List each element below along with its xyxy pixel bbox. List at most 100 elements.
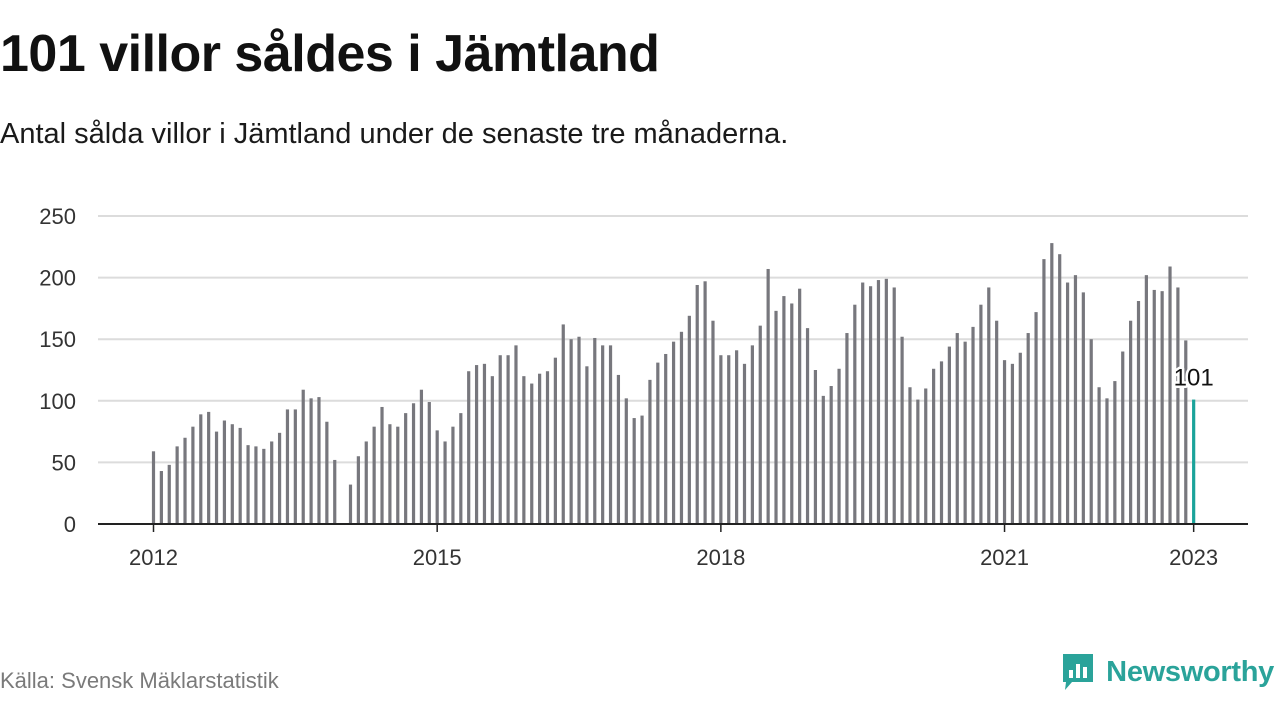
bar [1002,360,1007,524]
bar [254,446,258,524]
bar [1105,398,1109,524]
bar [1184,340,1188,524]
x-tick-label: 2018 [696,545,745,570]
bar [593,337,597,524]
brand-name: Newsworthy [1106,655,1274,688]
bar [1089,339,1093,524]
bar [955,333,959,524]
bar [317,397,321,524]
bar [727,355,731,524]
brand-logo[interactable]: Newsworthy [1060,652,1274,692]
bar [1018,352,1022,524]
bar [1065,282,1070,524]
bar-highlight [1192,399,1196,524]
bar [845,333,849,524]
bar [813,370,818,524]
bar [979,304,983,524]
bar [388,424,392,524]
bar [159,471,163,524]
bar [766,268,770,524]
bar [1058,254,1062,524]
x-tick-label: 2021 [980,545,1029,570]
x-tick-label: 2012 [129,545,178,570]
bar [277,432,282,524]
bar [861,282,865,524]
bar [608,345,613,524]
chart-title: 101 villor såldes i Jämtland [0,25,660,83]
bar [191,426,195,524]
y-axis-ticks: 0 50 100 150 200 250 [39,204,76,537]
bar [601,345,605,524]
y-tick-label: 250 [39,204,76,229]
x-axis-ticks: 2012 2015 2018 2021 2023 [129,524,1218,570]
bar [853,304,857,524]
bar [270,441,274,524]
bar [207,411,211,524]
bar [805,328,810,524]
bar [301,389,305,524]
bar [246,445,250,524]
bar [451,426,455,524]
data-label-last: 101 [1174,365,1214,392]
y-tick-label: 100 [39,389,76,414]
bar [151,451,156,524]
bar [1081,292,1085,524]
bar [530,383,534,524]
bar [624,398,628,524]
bar [411,403,416,524]
bar [868,286,873,524]
bar [1136,301,1141,524]
bar [774,310,778,524]
bar [616,374,621,524]
bar [183,437,187,524]
bar [932,368,936,524]
bars [151,243,1196,524]
bar [687,315,691,524]
bar [671,341,676,524]
chart-subtitle: Antal sålda villor i Jämtland under de s… [0,118,789,150]
bar [285,409,290,524]
bar [963,341,967,524]
bar [695,284,699,524]
bar [758,325,762,524]
bar [372,426,376,524]
bar [1050,243,1054,524]
bar [293,409,297,524]
bar [829,386,833,524]
bar [222,420,227,524]
bar [333,459,337,524]
bar [1144,275,1148,524]
bar [939,361,944,524]
bar [1160,291,1164,524]
bar [892,287,896,524]
bar [876,280,881,524]
bar [947,346,951,524]
bar [262,448,266,524]
bar [1121,351,1125,524]
bar [498,355,502,524]
bar [435,430,439,524]
bar [1042,259,1046,524]
bar [884,278,888,524]
grid-lines [98,215,1248,464]
bar [404,413,408,524]
bar [924,388,928,524]
bar [569,339,573,524]
bar [474,365,479,524]
bar [1129,320,1133,524]
y-tick-label: 0 [64,512,76,537]
bar [1034,312,1038,524]
bar [782,296,786,524]
bar [908,387,912,524]
bar [309,398,313,524]
bar [522,376,526,524]
bar [538,373,542,524]
y-tick-label: 150 [39,327,76,352]
bar [380,406,384,524]
bar [1026,333,1030,524]
bar [396,426,400,524]
bar-chart: 0 50 100 150 200 250 2012 2015 2018 2021 2023 101 [39,204,1248,570]
bar [821,395,825,524]
x-tick-label: 2015 [413,545,462,570]
bar [916,399,920,524]
